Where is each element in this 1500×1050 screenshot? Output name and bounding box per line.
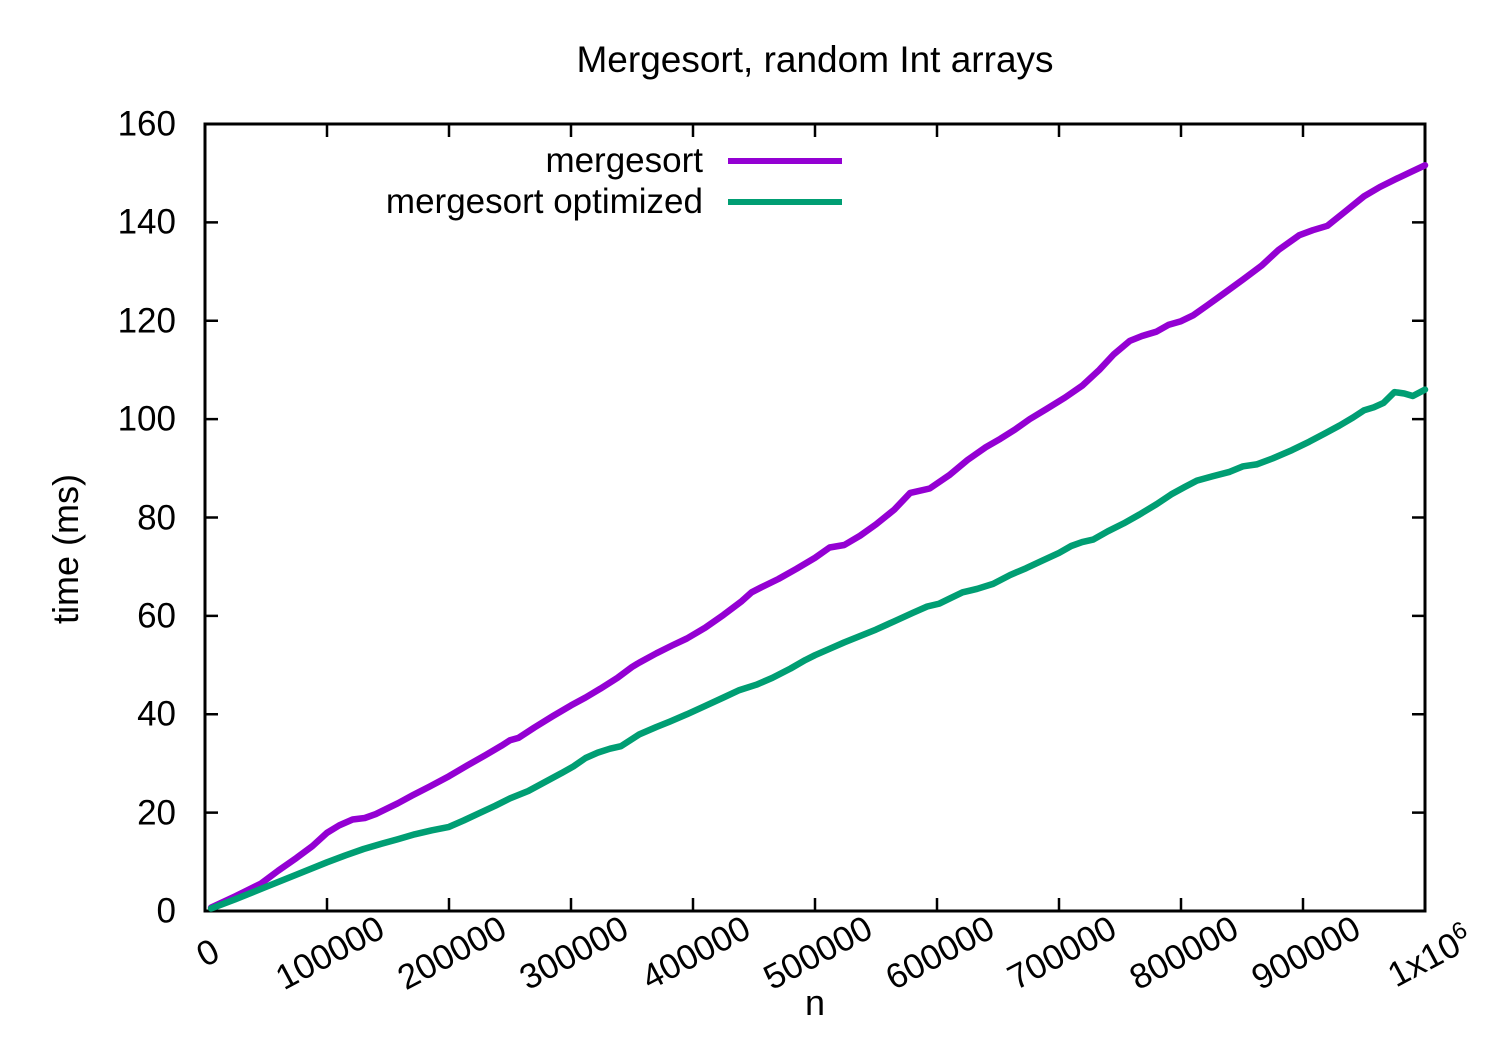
y-tick-label: 140: [117, 202, 176, 242]
y-tick-label: 100: [117, 399, 176, 439]
legend-item-mergesort-optimized: mergesort optimized: [386, 181, 842, 222]
legend: mergesort mergesort optimized: [386, 140, 842, 222]
legend-label-mergesort-optimized: mergesort optimized: [385, 181, 703, 221]
legend-line-sample-mergesort: [728, 157, 842, 164]
chart-title: Mergesort, random Int arrays: [576, 39, 1054, 80]
y-tick-label: 20: [137, 793, 176, 833]
series-line-mergesort-optimized: [207, 386, 1429, 912]
y-tick-label: 60: [137, 596, 176, 636]
y-tick-label: 0: [156, 891, 176, 931]
legend-line-sample-mergesort-optimized: [728, 198, 842, 205]
legend-label-mergesort: mergesort: [545, 140, 703, 180]
x-axis-title: n: [804, 982, 826, 1023]
y-tick-label: 80: [137, 498, 176, 537]
y-tick-label: 40: [137, 694, 176, 734]
legend-item-mergesort: mergesort: [386, 140, 842, 181]
y-tick-label: 160: [117, 104, 176, 144]
y-tick-label: 120: [117, 301, 176, 341]
plot-border: [203, 122, 1427, 913]
series-line-mergesort: [207, 162, 1429, 911]
